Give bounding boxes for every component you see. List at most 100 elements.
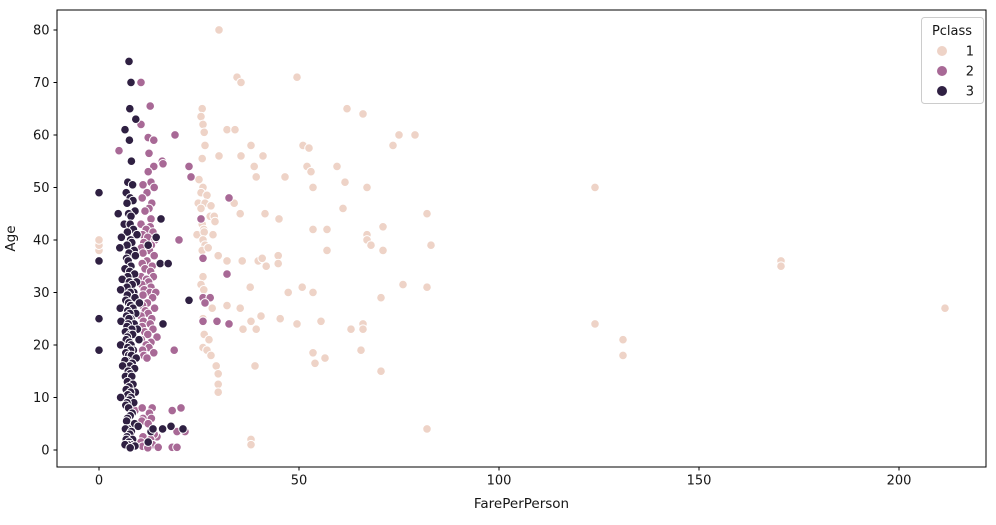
scatter-point	[376, 366, 386, 377]
scatter-point	[138, 290, 148, 300]
scatter-point	[115, 392, 126, 403]
scatter-point	[115, 285, 126, 295]
scatter-point	[124, 56, 134, 67]
scatter-point	[132, 229, 142, 240]
scatter-point	[176, 403, 186, 413]
scatter-point	[274, 214, 284, 224]
scatter-point	[224, 193, 234, 203]
scatter-point	[149, 348, 159, 358]
scatter-point	[776, 261, 786, 272]
scatter-point	[356, 345, 366, 356]
scatter-point	[332, 161, 342, 172]
scatter-point	[422, 282, 432, 293]
scatter-point	[197, 153, 207, 164]
scatter-point	[200, 140, 210, 151]
legend-label-pclass-1: 1	[966, 45, 974, 60]
scatter-point	[142, 353, 152, 363]
scatter-point	[158, 159, 168, 169]
scatter-point	[136, 77, 146, 88]
scatter-point	[346, 324, 356, 335]
scatter-point	[137, 193, 147, 203]
scatter-point	[116, 232, 127, 243]
scatter-point	[378, 245, 388, 256]
scatter-point	[199, 285, 209, 295]
scatter-point	[251, 172, 262, 182]
scatter-point	[196, 203, 206, 214]
scatter-point	[618, 334, 628, 345]
scatter-point	[422, 424, 432, 434]
scatter-point	[167, 405, 177, 416]
scatter-point	[126, 211, 136, 222]
scatter-point	[292, 72, 302, 82]
scatter-point	[126, 77, 136, 88]
scatter-point	[172, 442, 182, 453]
scatter-point	[156, 214, 166, 224]
scatter-point	[196, 111, 206, 122]
scatter-point	[163, 258, 173, 269]
scatter-point	[94, 235, 104, 245]
scatter-point	[308, 287, 318, 298]
scatter-point	[297, 282, 308, 293]
scatter-point	[126, 156, 137, 166]
scatter-point	[362, 182, 372, 193]
scatter-point	[250, 361, 260, 371]
scatter-point	[292, 319, 302, 329]
scatter-point	[213, 369, 223, 379]
scatter-point	[304, 143, 314, 153]
scatter-point	[590, 319, 600, 329]
x-axis-tick-label: 200	[887, 474, 912, 489]
scatter-point	[340, 177, 350, 187]
scatter-point	[198, 253, 208, 264]
legend-title: Pclass	[932, 24, 972, 39]
scatter-point	[94, 256, 104, 266]
scatter-point	[306, 166, 316, 177]
scatter-point	[149, 135, 159, 145]
scatter-point	[184, 161, 194, 172]
y-axis-tick-label: 60	[33, 128, 50, 143]
scatter-point	[113, 208, 123, 219]
legend-swatch-pclass-1	[937, 46, 947, 56]
scatter-point	[237, 256, 247, 266]
legend-label-pclass-3: 3	[966, 85, 974, 100]
scatter-point	[121, 416, 132, 426]
scatter-point	[149, 250, 159, 261]
scatter-point	[94, 313, 104, 324]
scatter-point	[170, 130, 180, 140]
scatter-point	[94, 345, 104, 356]
scatter-point	[143, 329, 153, 340]
scatter-point	[322, 224, 332, 235]
y-axis-tick-label: 40	[33, 233, 50, 248]
scatter-point	[214, 151, 224, 161]
scatter-point	[133, 421, 143, 432]
scatter-point	[149, 182, 159, 193]
scatter-point	[256, 311, 266, 321]
scatter-point	[140, 206, 150, 216]
scatter-point	[246, 439, 256, 450]
x-axis-tick-label: 100	[487, 474, 512, 489]
legend-label-pclass-2: 2	[966, 65, 974, 80]
scatter-point	[174, 235, 184, 245]
scatter-point	[257, 253, 268, 264]
scatter-point	[214, 25, 224, 35]
scatter-point	[388, 140, 398, 151]
scatter-point	[246, 140, 256, 151]
legend-box	[921, 17, 984, 104]
scatter-point	[316, 316, 326, 327]
scatter-point	[258, 151, 268, 161]
scatter-point	[378, 222, 388, 232]
scatter-point	[149, 303, 160, 314]
scatter-point	[202, 190, 212, 201]
scatter-point	[145, 101, 155, 111]
scatter-point	[152, 332, 162, 342]
scatter-point	[222, 269, 232, 279]
scatter-point	[310, 358, 320, 369]
scatter-point	[246, 316, 256, 327]
scatter-point	[138, 180, 148, 190]
scatter-point	[114, 145, 124, 156]
series-pclass-1	[94, 25, 950, 450]
scatter-point	[410, 130, 420, 140]
scatter-point	[308, 348, 318, 358]
scatter-point	[206, 201, 216, 211]
